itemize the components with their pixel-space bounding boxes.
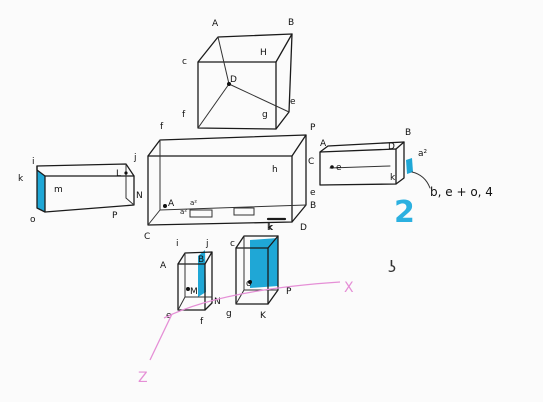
label-e: e <box>336 163 342 173</box>
axes: X Z <box>138 280 354 386</box>
label-a2: a² <box>418 149 428 159</box>
right-block: A B C D e k a² b, e + o, 4 <box>308 128 493 199</box>
label-i: i <box>32 157 35 167</box>
handwritten-two: 2 <box>394 195 415 230</box>
bottom-right-block: c k o P g K <box>226 223 292 321</box>
label-g: g <box>226 309 232 319</box>
center-block: f P h A a² a² C D k e B <box>144 122 316 242</box>
label-p: P <box>310 123 316 133</box>
label-b: B <box>405 128 411 138</box>
z-axis-line <box>149 313 173 361</box>
label-i: i <box>176 239 179 249</box>
label-k: k <box>268 223 274 233</box>
left-block-highlight <box>37 170 45 212</box>
label-d: D <box>388 142 395 152</box>
label-k: k <box>18 174 24 184</box>
label-a2b: a² <box>190 199 197 207</box>
x-axis-line <box>163 281 341 319</box>
label-a: A <box>320 139 327 149</box>
bottom-right-highlight <box>250 238 278 288</box>
label-e: e <box>310 188 316 198</box>
label-c: C <box>144 232 150 242</box>
right-block-highlight <box>406 158 413 174</box>
label-c: C <box>308 157 314 167</box>
label-p: P <box>112 211 118 221</box>
label-b: B <box>310 201 316 211</box>
label-m: M <box>190 287 198 297</box>
label-g: g <box>262 110 268 120</box>
label-b: B <box>288 18 294 28</box>
label-d: D <box>300 223 307 233</box>
label-n: N <box>136 191 143 201</box>
z-axis-label: Z <box>138 370 148 386</box>
label-a2: a² <box>180 208 187 216</box>
x-axis-label: X <box>344 280 354 296</box>
label-k2: K <box>260 311 267 321</box>
label-j: j <box>205 239 209 249</box>
label-a: A <box>168 199 175 209</box>
label-k: k <box>390 173 396 183</box>
label-f: f <box>182 110 186 120</box>
label-c: c <box>182 57 187 67</box>
label-j: j <box>133 153 137 163</box>
label-e: e <box>290 97 296 107</box>
label-m: m <box>54 185 63 195</box>
label-k: k <box>267 223 273 233</box>
label-p: P <box>286 287 292 297</box>
swirl-mark: ʖ <box>388 257 396 276</box>
label-f: f <box>160 122 164 132</box>
top-block: A B c D H f g e <box>182 18 296 130</box>
label-n: N <box>214 297 221 307</box>
label-l: L <box>116 169 121 179</box>
label-a: A <box>160 261 167 271</box>
label-b: B <box>198 255 204 265</box>
label-a: A <box>212 19 219 29</box>
left-block: i k m o L j N P <box>18 153 143 225</box>
bottom-left-block: i j A B M N e f <box>160 239 221 327</box>
label-c: c <box>230 239 235 249</box>
label-h: h <box>272 165 278 175</box>
label-h: H <box>260 48 267 58</box>
label-d: D <box>230 75 237 85</box>
label-f: f <box>200 317 204 327</box>
label-o: o <box>30 215 36 225</box>
right-block-formula: b, e + o, 4 <box>430 185 493 199</box>
label-o: o <box>246 279 252 289</box>
bottom-left-highlight <box>198 250 206 297</box>
